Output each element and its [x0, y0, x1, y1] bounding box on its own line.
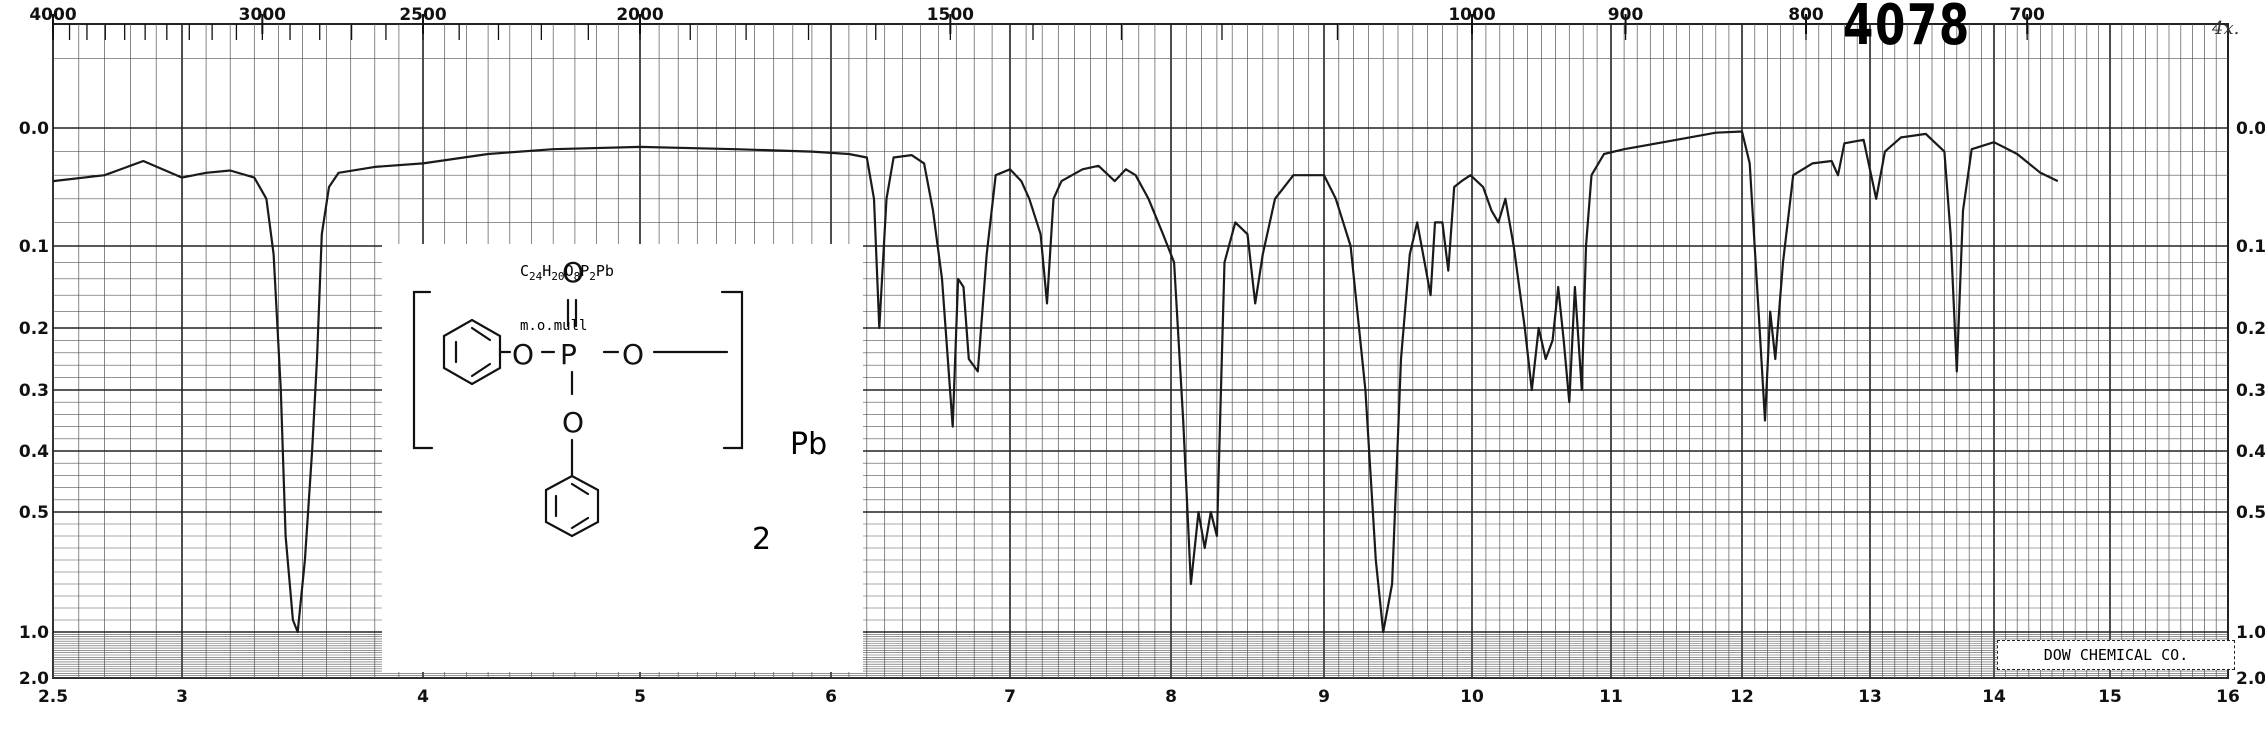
structure-panel: O O P O O — [382, 244, 863, 672]
top-tick-label: 900 — [1608, 5, 1644, 25]
left-tick-label: 2.0 — [19, 669, 49, 689]
subscript-multiplier: 2 — [752, 522, 772, 557]
bottom-tick-label: 14 — [1982, 687, 2006, 707]
right-tick-label: 0.5 — [2236, 503, 2265, 523]
right-tick-label: 0.1 — [2236, 237, 2265, 257]
bottom-tick-label: 2.5 — [38, 687, 68, 707]
top-tick-label: 2500 — [399, 5, 446, 25]
top-tick-label: 700 — [2009, 5, 2045, 25]
right-tick-label: 2.0 — [2236, 669, 2265, 689]
molecular-formula: C24H20O8P2Pb — [520, 262, 614, 283]
bottom-tick-label: 8 — [1165, 687, 1177, 707]
left-tick-label: 0.5 — [19, 503, 49, 523]
left-tick-label: 0.2 — [19, 319, 49, 339]
bottom-tick-label: 4 — [417, 687, 429, 707]
right-bracket — [720, 290, 744, 450]
bottom-tick-label: 5 — [634, 687, 646, 707]
right-tick-label: 0.4 — [2236, 442, 2265, 462]
bottom-tick-label: 7 — [1004, 687, 1016, 707]
svg-text:O: O — [512, 338, 534, 371]
top-tick-label: 1500 — [927, 5, 974, 25]
svg-text:O: O — [562, 406, 584, 439]
right-tick-label: 0.3 — [2236, 381, 2265, 401]
top-tick-label: 4000 — [29, 5, 76, 25]
spectrum-trace-group — [52, 130, 2059, 634]
spectrum-number: 4078 — [1843, 0, 1971, 58]
svg-text:O: O — [622, 338, 644, 371]
structure-drawing: O O P O O — [412, 256, 744, 538]
bottom-tick-label: 9 — [1318, 687, 1330, 707]
preparation-method: m.o.mull — [520, 318, 588, 334]
bottom-tick-label: 13 — [1858, 687, 1882, 707]
left-tick-label: 0.4 — [19, 442, 49, 462]
left-tick-label: 0.1 — [19, 237, 49, 257]
right-tick-label: 0.0 — [2236, 119, 2265, 139]
bottom-tick-label: 10 — [1460, 687, 1484, 707]
chart-grid — [52, 23, 2229, 679]
lead-label: Pb — [790, 427, 828, 462]
bottom-tick-label: 12 — [1730, 687, 1754, 707]
top-axis-wavenumber: 4000 3000 2500 2000 1500 1000 900 800 700 — [29, 5, 2045, 40]
bottom-axis-wavelength: 2.5 3 4 5 6 7 8 9 10 11 12 13 14 15 16 — [38, 687, 2240, 707]
left-tick-label: 0.3 — [19, 381, 49, 401]
bottom-tick-label: 11 — [1599, 687, 1623, 707]
spectrum-trace — [52, 130, 2059, 634]
phenyl-ring-bottom-icon — [544, 474, 600, 538]
svg-text:P: P — [560, 338, 577, 371]
header-caption — [38, 0, 46, 5]
svg-text:O: O — [562, 256, 584, 289]
top-tick-label: 1000 — [1448, 5, 1495, 25]
left-axis-absorbance: 0.0 0.1 0.2 0.3 0.4 0.5 1.0 2.0 — [19, 119, 49, 689]
left-tick-label: 1.0 — [19, 623, 49, 643]
bottom-tick-label: 16 — [2216, 687, 2240, 707]
bottom-tick-label: 3 — [176, 687, 188, 707]
source-label: DOW CHEMICAL CO. — [1997, 640, 2235, 670]
bottom-tick-label: 6 — [825, 687, 837, 707]
top-tick-label: 800 — [1788, 5, 1824, 25]
phenyl-ring-left-icon — [442, 318, 502, 386]
page-mark: 4x. — [2212, 18, 2240, 39]
top-tick-label: 3000 — [239, 5, 286, 25]
left-bracket — [412, 290, 434, 450]
bottom-tick-label: 15 — [2098, 687, 2122, 707]
right-tick-label: 1.0 — [2236, 623, 2265, 643]
right-axis-absorbance: 0.0 0.1 0.2 0.3 0.4 0.5 1.0 2.0 — [2236, 119, 2265, 689]
plot-frame — [52, 23, 2229, 679]
right-tick-label: 0.2 — [2236, 319, 2265, 339]
top-tick-label: 2000 — [616, 5, 663, 25]
left-tick-label: 0.0 — [19, 119, 49, 139]
